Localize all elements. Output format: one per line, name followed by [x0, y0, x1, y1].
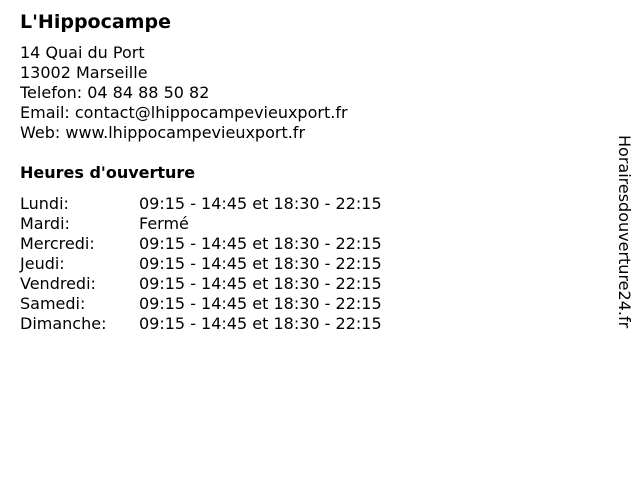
- city: 13002 Marseille: [20, 63, 148, 82]
- time: 09:15 - 14:45 et 18:30 - 22:15: [139, 274, 382, 293]
- hours-title: Heures d'ouverture: [20, 163, 196, 182]
- time: Fermé: [139, 214, 189, 233]
- day: Mercredi:: [20, 234, 95, 253]
- hours-row: Mardi: Fermé: [20, 214, 382, 234]
- day: Samedi:: [20, 294, 86, 313]
- day: Vendredi:: [20, 274, 96, 293]
- time: 09:15 - 14:45 et 18:30 - 22:15: [139, 254, 382, 273]
- watermark-text: Horairesdouverture24.fr: [615, 135, 634, 329]
- hours-row: Dimanche: 09:15 - 14:45 et 18:30 - 22:15: [20, 314, 382, 334]
- hours-row: Jeudi: 09:15 - 14:45 et 18:30 - 22:15: [20, 254, 382, 274]
- time: 09:15 - 14:45 et 18:30 - 22:15: [139, 194, 382, 213]
- hours-table: Lundi: 09:15 - 14:45 et 18:30 - 22:15 Mar…: [20, 194, 382, 334]
- hours-row: Lundi: 09:15 - 14:45 et 18:30 - 22:15: [20, 194, 382, 214]
- day: Jeudi:: [20, 254, 65, 273]
- day: Mardi:: [20, 214, 70, 233]
- website: Web: www.lhippocampevieuxport.fr: [20, 123, 306, 142]
- time: 09:15 - 14:45 et 18:30 - 22:15: [139, 234, 382, 253]
- phone: Telefon: 04 84 88 50 82: [20, 83, 210, 102]
- hours-row: Vendredi: 09:15 - 14:45 et 18:30 - 22:15: [20, 274, 382, 294]
- hours-row: Mercredi: 09:15 - 14:45 et 18:30 - 22:15: [20, 234, 382, 254]
- hours-row: Samedi: 09:15 - 14:45 et 18:30 - 22:15: [20, 294, 382, 314]
- time: 09:15 - 14:45 et 18:30 - 22:15: [139, 294, 382, 313]
- day: Lundi:: [20, 194, 69, 213]
- address-block: 14 Quai du Port 13002 Marseille Telefon:…: [20, 43, 348, 143]
- street: 14 Quai du Port: [20, 43, 145, 62]
- time: 09:15 - 14:45 et 18:30 - 22:15: [139, 314, 382, 333]
- business-name: L'Hippocampe: [20, 11, 171, 33]
- day: Dimanche:: [20, 314, 107, 333]
- email: Email: contact@lhippocampevieuxport.fr: [20, 103, 348, 122]
